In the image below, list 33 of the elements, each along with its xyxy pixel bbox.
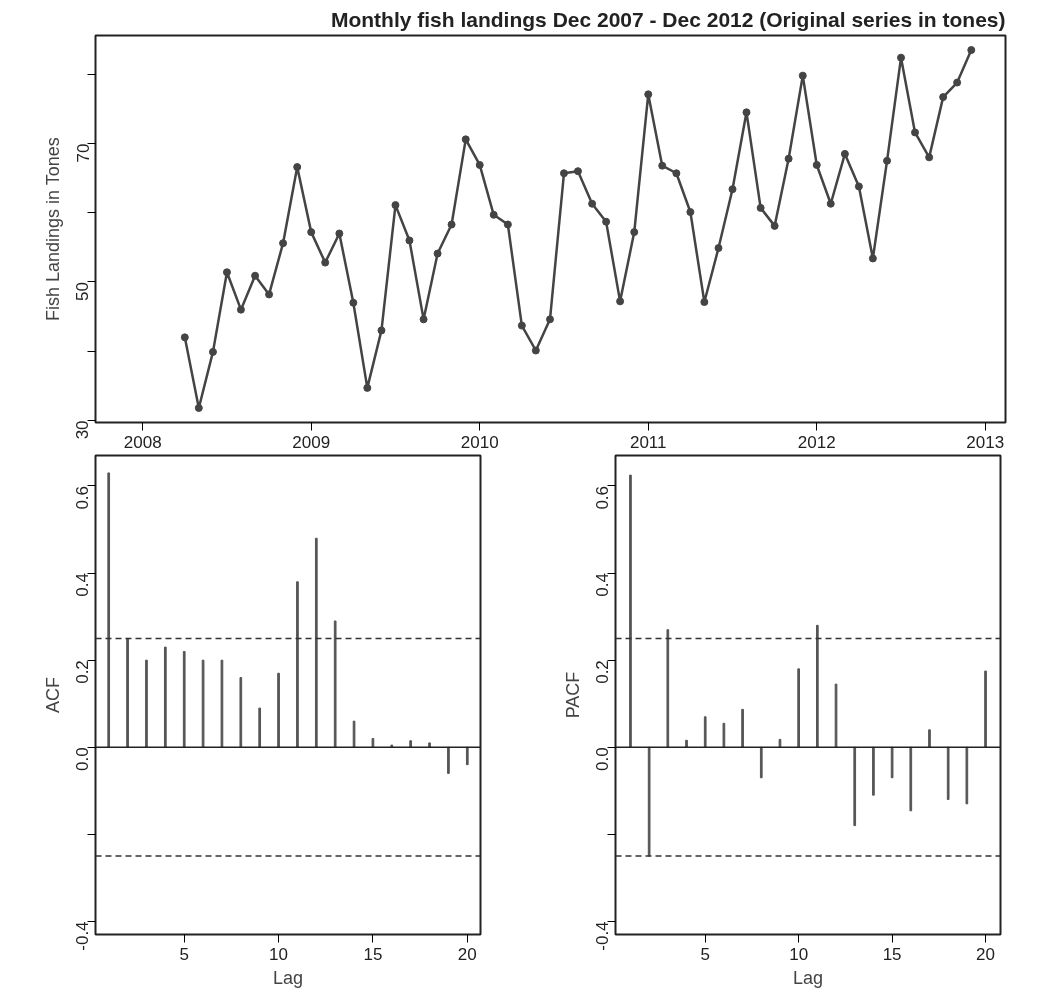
y-tick-label: -0.4 <box>593 921 613 951</box>
y-tick-label: 0.2 <box>593 660 613 684</box>
x-tick-label: 2009 <box>292 432 331 452</box>
x-tick-label: 5 <box>700 944 710 964</box>
y-tick-label: 70 <box>73 143 93 163</box>
x-axis-title: Lag <box>792 967 824 988</box>
x-tick-label: 15 <box>363 944 383 964</box>
x-tick-label: 10 <box>269 944 289 964</box>
y-tick-label: 0.2 <box>73 660 93 684</box>
y-tick-label: 0.4 <box>73 573 93 597</box>
y-axis-title: Fish Landings in Tones <box>42 137 63 322</box>
x-tick-label: 2010 <box>460 432 499 452</box>
x-tick-label: 20 <box>976 944 996 964</box>
y-tick-label: 0.4 <box>593 573 613 597</box>
y-axis-title: ACF <box>42 677 63 713</box>
x-tick-label: 2012 <box>797 432 836 452</box>
y-tick-label: 30 <box>73 420 93 440</box>
y-axis-title: PACF <box>562 671 583 719</box>
y-tick-label: 50 <box>73 281 93 301</box>
x-tick-label: 5 <box>179 944 189 964</box>
x-tick-label: 15 <box>882 944 902 964</box>
y-tick-label: 0.0 <box>73 747 93 771</box>
x-axis-title: Lag <box>272 967 304 988</box>
chart-title: Monthly fish landings Dec 2007 - Dec 2012 (Original series in tones) <box>330 7 1006 31</box>
x-tick-label: 20 <box>457 944 477 964</box>
x-tick-label: 2008 <box>123 432 162 452</box>
y-tick-label: 0.6 <box>593 485 613 510</box>
y-tick-label: 0.6 <box>73 485 93 510</box>
y-tick-label: -0.4 <box>73 921 93 951</box>
x-tick-label: 2013 <box>966 432 1005 452</box>
x-tick-label: 2011 <box>629 432 667 452</box>
y-tick-label: 0.0 <box>593 747 613 771</box>
x-tick-label: 10 <box>789 944 809 964</box>
